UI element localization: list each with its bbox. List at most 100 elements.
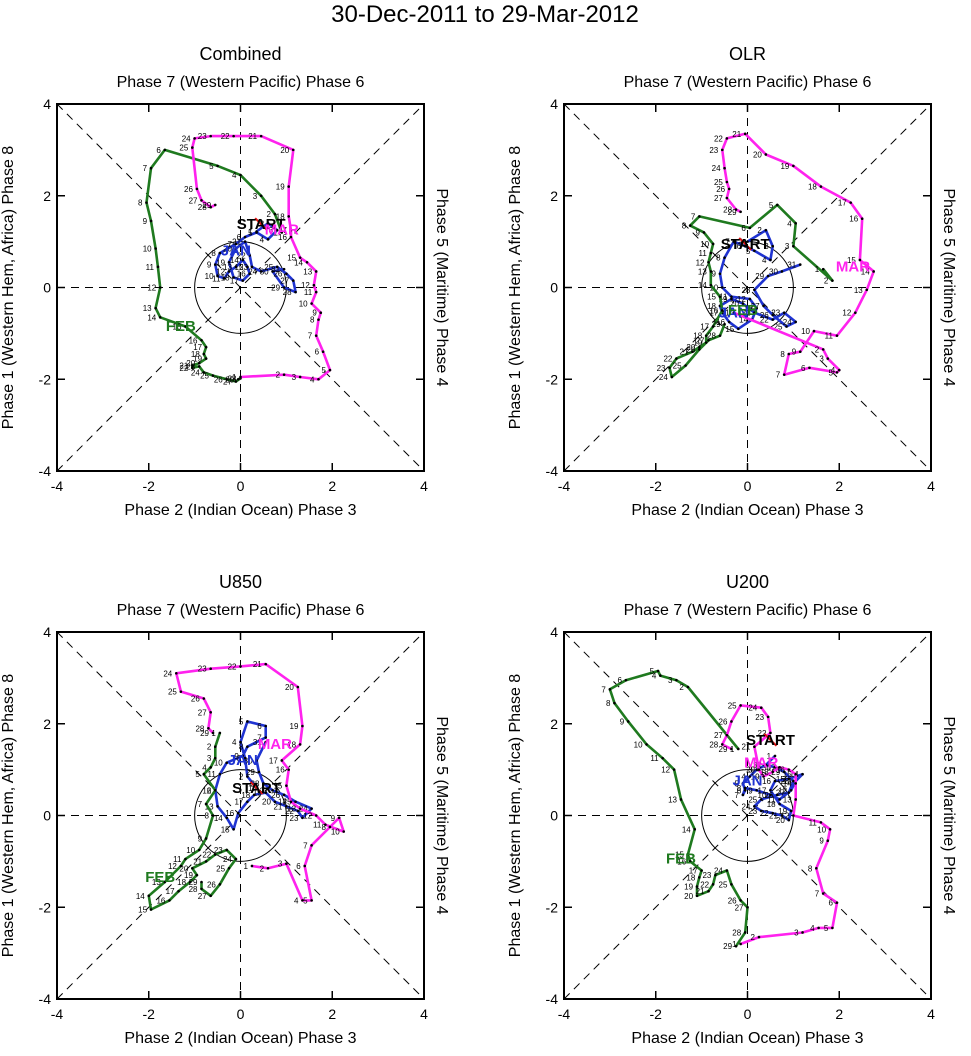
- day-point: [227, 260, 231, 264]
- start-marker: [249, 781, 264, 795]
- month-label-feb: FEB: [166, 318, 196, 335]
- day-point: [243, 756, 247, 760]
- day-label: 20: [730, 300, 739, 309]
- day-point: [718, 334, 722, 337]
- day-label: 12: [168, 862, 177, 871]
- day-point: [197, 365, 201, 368]
- day-point: [626, 720, 630, 723]
- day-label: 11: [650, 754, 659, 763]
- day-point: [259, 270, 263, 273]
- day-label: 10: [801, 327, 810, 336]
- day-label: 4: [652, 672, 657, 681]
- day-label: 14: [861, 267, 870, 276]
- day-label: 22: [202, 850, 211, 859]
- day-label: 22: [758, 729, 767, 738]
- day-point: [787, 791, 791, 794]
- day-label: 30: [762, 763, 771, 772]
- day-label: 25: [673, 361, 682, 370]
- day-label: 10: [143, 245, 152, 254]
- day-point: [287, 768, 290, 771]
- day-point: [773, 779, 777, 783]
- day-point: [759, 809, 763, 813]
- day-point: [769, 258, 772, 262]
- day-label: 8: [808, 864, 813, 873]
- day-point: [661, 756, 664, 760]
- day-point: [211, 374, 215, 377]
- day-point: [264, 736, 268, 739]
- day-label: 8: [138, 199, 143, 208]
- day-label: 9: [819, 837, 824, 846]
- day-label: 20: [179, 864, 188, 873]
- day-point: [204, 860, 208, 863]
- day-point: [241, 258, 245, 262]
- day-point: [753, 288, 756, 292]
- day-label: 4: [260, 235, 265, 244]
- day-point: [794, 798, 797, 801]
- y-tick-label: 4: [550, 624, 558, 640]
- day-label: 12: [147, 284, 156, 293]
- day-label: 8: [737, 784, 742, 793]
- diagonal-dashed-line: [56, 103, 425, 472]
- day-point: [709, 270, 713, 273]
- day-label: 21: [741, 743, 750, 752]
- day-label: 2: [815, 345, 820, 354]
- day-label: 20: [753, 150, 762, 159]
- day-label: 29: [200, 729, 209, 738]
- day-point: [688, 860, 692, 863]
- day-point: [266, 238, 270, 241]
- panel-title: OLR: [729, 44, 766, 64]
- panel-title: Combined: [199, 44, 281, 64]
- day-label: 9: [748, 786, 753, 795]
- day-label: 13: [854, 286, 863, 295]
- x-tick-label: -2: [143, 1006, 156, 1022]
- day-point: [232, 276, 235, 279]
- day-label: 13: [303, 267, 312, 276]
- y-tick-label: 2: [43, 188, 51, 204]
- day-point: [252, 793, 256, 797]
- day-label: 9: [712, 270, 717, 279]
- day-label: 12: [778, 786, 787, 795]
- day-label: 29: [712, 320, 721, 329]
- day-point: [200, 887, 203, 891]
- day-point: [193, 137, 196, 140]
- day-label: 27: [223, 378, 232, 387]
- month-label-feb: FEB: [145, 869, 175, 886]
- x-tick-label: 2: [328, 478, 336, 494]
- day-label: 20: [280, 146, 289, 155]
- day-point: [321, 350, 325, 354]
- day-point: [236, 377, 240, 381]
- day-label: 20: [223, 245, 232, 254]
- day-label: 5: [195, 770, 200, 779]
- day-label: 1: [725, 309, 730, 318]
- x-tick-label: -4: [558, 478, 571, 494]
- day-label: 2: [679, 683, 684, 692]
- day-label: 26: [764, 791, 773, 800]
- day-point: [734, 208, 738, 211]
- day-point: [794, 772, 797, 776]
- day-point: [755, 788, 758, 792]
- day-label: 14: [278, 798, 287, 807]
- day-point: [310, 844, 313, 847]
- diagonal-dashed-line: [56, 631, 425, 1000]
- day-label: 4: [294, 896, 299, 905]
- day-point: [727, 187, 731, 191]
- day-point: [149, 908, 153, 911]
- day-point: [225, 377, 229, 381]
- day-label: 6: [737, 786, 742, 795]
- day-point: [310, 302, 313, 305]
- day-point: [200, 880, 203, 884]
- day-label: 29: [771, 768, 780, 777]
- day-label: 3: [819, 355, 824, 364]
- day-label: 21: [248, 132, 257, 141]
- day-label: 7: [776, 371, 781, 380]
- day-label: 21: [179, 361, 188, 370]
- day-label: 12: [216, 267, 225, 276]
- day-label: 19: [193, 355, 202, 364]
- day-point: [211, 814, 215, 817]
- day-point: [720, 309, 724, 312]
- month-label-mar: MAR: [836, 258, 870, 275]
- day-label: 12: [202, 786, 211, 795]
- day-label: 12: [737, 295, 746, 304]
- day-point: [709, 283, 713, 287]
